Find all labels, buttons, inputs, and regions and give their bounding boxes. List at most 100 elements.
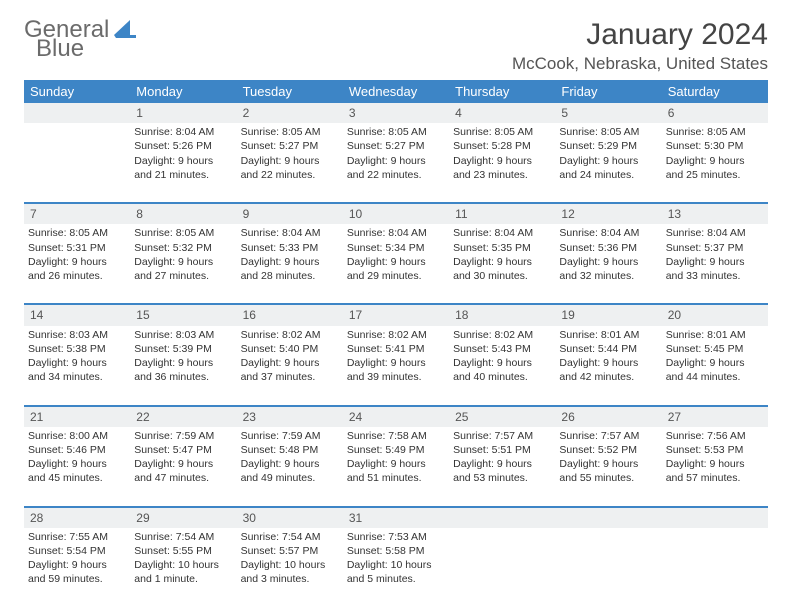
logo: General Blue <box>24 18 136 61</box>
day-number: 2 <box>237 103 343 123</box>
day-number: 16 <box>237 304 343 325</box>
day-cell: Sunrise: 7:58 AMSunset: 5:49 PMDaylight:… <box>343 427 449 507</box>
sunset-line: Sunset: 5:41 PM <box>347 342 445 356</box>
sunset-line: Sunset: 5:58 PM <box>347 544 445 558</box>
sunrise-line: Sunrise: 8:02 AM <box>241 328 339 342</box>
day-number: 19 <box>555 304 661 325</box>
day-number: 10 <box>343 203 449 224</box>
sunset-line: Sunset: 5:28 PM <box>453 139 551 153</box>
daylight-line: Daylight: 9 hours and 29 minutes. <box>347 255 445 283</box>
sunrise-line: Sunrise: 8:01 AM <box>666 328 764 342</box>
day-cell: Sunrise: 8:04 AMSunset: 5:26 PMDaylight:… <box>130 123 236 203</box>
day-cell: Sunrise: 7:59 AMSunset: 5:48 PMDaylight:… <box>237 427 343 507</box>
sunrise-line: Sunrise: 8:04 AM <box>241 226 339 240</box>
day-cell: Sunrise: 7:57 AMSunset: 5:51 PMDaylight:… <box>449 427 555 507</box>
day-cell: Sunrise: 8:05 AMSunset: 5:28 PMDaylight:… <box>449 123 555 203</box>
daylight-line: Daylight: 9 hours and 45 minutes. <box>28 457 126 485</box>
sunset-line: Sunset: 5:34 PM <box>347 241 445 255</box>
day-number: 30 <box>237 507 343 528</box>
sunset-line: Sunset: 5:52 PM <box>559 443 657 457</box>
sunset-line: Sunset: 5:32 PM <box>134 241 232 255</box>
day-number: 27 <box>662 406 768 427</box>
day-cell: Sunrise: 7:55 AMSunset: 5:54 PMDaylight:… <box>24 528 130 608</box>
sunrise-line: Sunrise: 7:54 AM <box>241 530 339 544</box>
daynum-row: 78910111213 <box>24 203 768 224</box>
day-cell: Sunrise: 8:04 AMSunset: 5:34 PMDaylight:… <box>343 224 449 304</box>
sunset-line: Sunset: 5:36 PM <box>559 241 657 255</box>
day-number: 17 <box>343 304 449 325</box>
week-row: Sunrise: 7:55 AMSunset: 5:54 PMDaylight:… <box>24 528 768 608</box>
day-number: 31 <box>343 507 449 528</box>
day-cell: Sunrise: 8:05 AMSunset: 5:27 PMDaylight:… <box>343 123 449 203</box>
sunrise-line: Sunrise: 7:58 AM <box>347 429 445 443</box>
day-cell: Sunrise: 7:53 AMSunset: 5:58 PMDaylight:… <box>343 528 449 608</box>
sunrise-line: Sunrise: 8:04 AM <box>559 226 657 240</box>
daylight-line: Daylight: 9 hours and 49 minutes. <box>241 457 339 485</box>
day-cell: Sunrise: 8:02 AMSunset: 5:41 PMDaylight:… <box>343 326 449 406</box>
sunrise-line: Sunrise: 8:01 AM <box>559 328 657 342</box>
sunrise-line: Sunrise: 8:05 AM <box>134 226 232 240</box>
day-cell: Sunrise: 8:05 AMSunset: 5:31 PMDaylight:… <box>24 224 130 304</box>
day-header: Saturday <box>662 80 768 103</box>
day-header: Sunday <box>24 80 130 103</box>
day-number: 5 <box>555 103 661 123</box>
day-number <box>662 507 768 528</box>
sunrise-line: Sunrise: 8:00 AM <box>28 429 126 443</box>
sunset-line: Sunset: 5:49 PM <box>347 443 445 457</box>
sunset-line: Sunset: 5:46 PM <box>28 443 126 457</box>
day-header: Wednesday <box>343 80 449 103</box>
day-cell: Sunrise: 8:04 AMSunset: 5:36 PMDaylight:… <box>555 224 661 304</box>
sunset-line: Sunset: 5:31 PM <box>28 241 126 255</box>
sunset-line: Sunset: 5:47 PM <box>134 443 232 457</box>
day-cell: Sunrise: 8:01 AMSunset: 5:45 PMDaylight:… <box>662 326 768 406</box>
day-cell <box>24 123 130 203</box>
day-number <box>24 103 130 123</box>
day-cell: Sunrise: 7:54 AMSunset: 5:57 PMDaylight:… <box>237 528 343 608</box>
day-cell: Sunrise: 7:56 AMSunset: 5:53 PMDaylight:… <box>662 427 768 507</box>
sunset-line: Sunset: 5:53 PM <box>666 443 764 457</box>
day-number: 11 <box>449 203 555 224</box>
location: McCook, Nebraska, United States <box>512 54 768 74</box>
day-number <box>449 507 555 528</box>
sunrise-line: Sunrise: 8:03 AM <box>28 328 126 342</box>
daylight-line: Daylight: 10 hours and 1 minute. <box>134 558 232 586</box>
daylight-line: Daylight: 9 hours and 24 minutes. <box>559 154 657 182</box>
day-cell <box>449 528 555 608</box>
sunset-line: Sunset: 5:30 PM <box>666 139 764 153</box>
day-cell: Sunrise: 8:05 AMSunset: 5:27 PMDaylight:… <box>237 123 343 203</box>
sunrise-line: Sunrise: 7:56 AM <box>666 429 764 443</box>
day-cell: Sunrise: 8:04 AMSunset: 5:33 PMDaylight:… <box>237 224 343 304</box>
sunset-line: Sunset: 5:57 PM <box>241 544 339 558</box>
day-header: Friday <box>555 80 661 103</box>
sunset-line: Sunset: 5:39 PM <box>134 342 232 356</box>
sunrise-line: Sunrise: 8:04 AM <box>134 125 232 139</box>
sunrise-line: Sunrise: 8:05 AM <box>347 125 445 139</box>
day-cell: Sunrise: 7:59 AMSunset: 5:47 PMDaylight:… <box>130 427 236 507</box>
day-cell <box>555 528 661 608</box>
day-number: 3 <box>343 103 449 123</box>
day-cell: Sunrise: 8:03 AMSunset: 5:39 PMDaylight:… <box>130 326 236 406</box>
daylight-line: Daylight: 9 hours and 55 minutes. <box>559 457 657 485</box>
day-cell: Sunrise: 8:03 AMSunset: 5:38 PMDaylight:… <box>24 326 130 406</box>
day-number: 28 <box>24 507 130 528</box>
day-cell: Sunrise: 8:02 AMSunset: 5:43 PMDaylight:… <box>449 326 555 406</box>
daylight-line: Daylight: 9 hours and 44 minutes. <box>666 356 764 384</box>
sunset-line: Sunset: 5:26 PM <box>134 139 232 153</box>
header: General Blue January 2024 McCook, Nebras… <box>24 18 768 74</box>
day-number: 13 <box>662 203 768 224</box>
daylight-line: Daylight: 9 hours and 36 minutes. <box>134 356 232 384</box>
week-row: Sunrise: 8:03 AMSunset: 5:38 PMDaylight:… <box>24 326 768 406</box>
daylight-line: Daylight: 9 hours and 34 minutes. <box>28 356 126 384</box>
sunrise-line: Sunrise: 8:02 AM <box>347 328 445 342</box>
sail-icon <box>114 20 136 43</box>
daylight-line: Daylight: 9 hours and 26 minutes. <box>28 255 126 283</box>
daylight-line: Daylight: 9 hours and 47 minutes. <box>134 457 232 485</box>
day-number: 7 <box>24 203 130 224</box>
sunrise-line: Sunrise: 7:53 AM <box>347 530 445 544</box>
daylight-line: Daylight: 9 hours and 42 minutes. <box>559 356 657 384</box>
week-row: Sunrise: 8:00 AMSunset: 5:46 PMDaylight:… <box>24 427 768 507</box>
daylight-line: Daylight: 9 hours and 53 minutes. <box>453 457 551 485</box>
sunrise-line: Sunrise: 8:03 AM <box>134 328 232 342</box>
sunset-line: Sunset: 5:27 PM <box>241 139 339 153</box>
day-number: 29 <box>130 507 236 528</box>
